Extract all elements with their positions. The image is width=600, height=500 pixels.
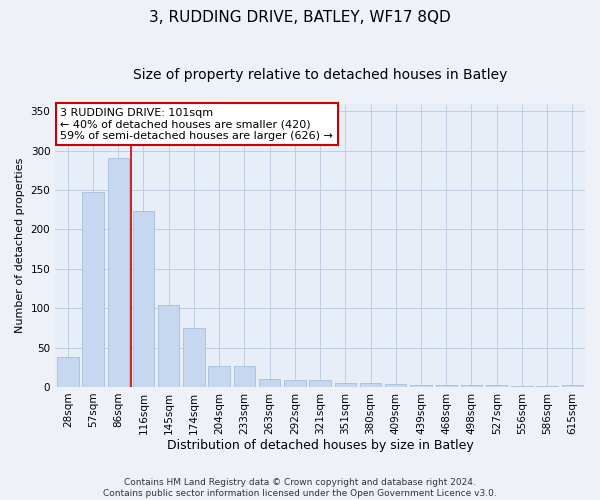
Y-axis label: Number of detached properties: Number of detached properties xyxy=(15,158,25,333)
Bar xyxy=(310,380,331,387)
Bar xyxy=(360,383,381,387)
Bar xyxy=(57,357,79,387)
Bar xyxy=(410,384,432,387)
Bar xyxy=(233,366,255,387)
Bar xyxy=(436,384,457,387)
Bar xyxy=(335,383,356,387)
Bar xyxy=(562,386,583,387)
Bar xyxy=(82,192,104,387)
Bar xyxy=(183,328,205,387)
Bar xyxy=(486,386,508,387)
Bar xyxy=(259,379,280,387)
Bar xyxy=(461,384,482,387)
Text: 3 RUDDING DRIVE: 101sqm
← 40% of detached houses are smaller (420)
59% of semi-d: 3 RUDDING DRIVE: 101sqm ← 40% of detache… xyxy=(61,108,334,141)
Bar xyxy=(133,210,154,387)
X-axis label: Distribution of detached houses by size in Batley: Distribution of detached houses by size … xyxy=(167,440,473,452)
Text: Contains HM Land Registry data © Crown copyright and database right 2024.
Contai: Contains HM Land Registry data © Crown c… xyxy=(103,478,497,498)
Bar xyxy=(385,384,406,387)
Bar xyxy=(536,386,558,387)
Bar xyxy=(107,158,129,387)
Title: Size of property relative to detached houses in Batley: Size of property relative to detached ho… xyxy=(133,68,507,82)
Bar xyxy=(158,305,179,387)
Bar xyxy=(284,380,305,387)
Text: 3, RUDDING DRIVE, BATLEY, WF17 8QD: 3, RUDDING DRIVE, BATLEY, WF17 8QD xyxy=(149,10,451,25)
Bar xyxy=(511,386,533,387)
Bar xyxy=(208,366,230,387)
